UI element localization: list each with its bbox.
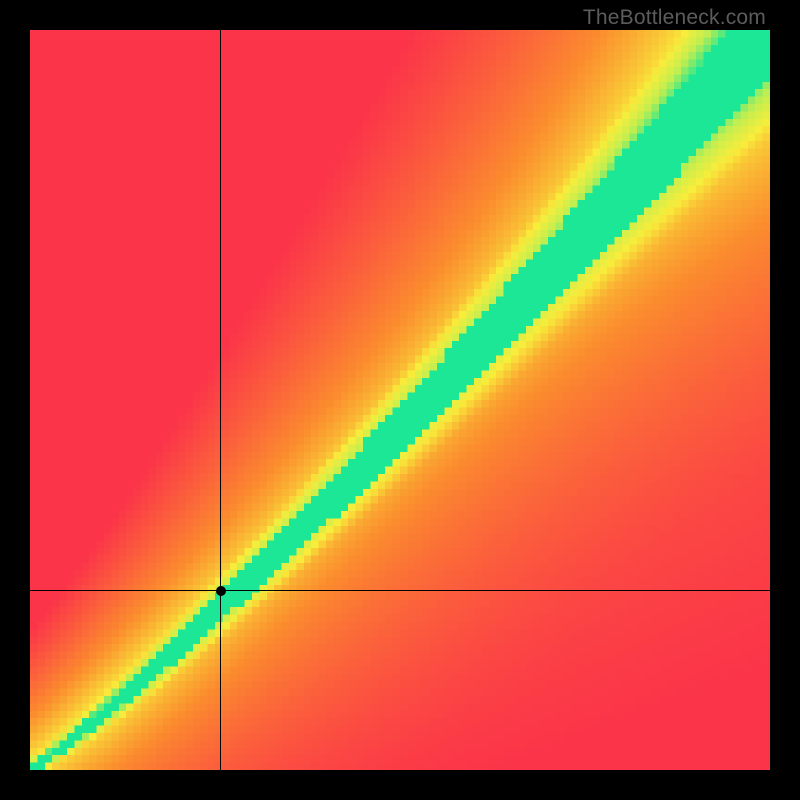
crosshair-horizontal [30, 590, 770, 591]
heatmap-canvas [30, 30, 770, 770]
heatmap-plot [30, 30, 770, 770]
watermark-text: TheBottleneck.com [583, 6, 766, 30]
crosshair-vertical [220, 30, 221, 770]
marker-dot [216, 586, 226, 596]
